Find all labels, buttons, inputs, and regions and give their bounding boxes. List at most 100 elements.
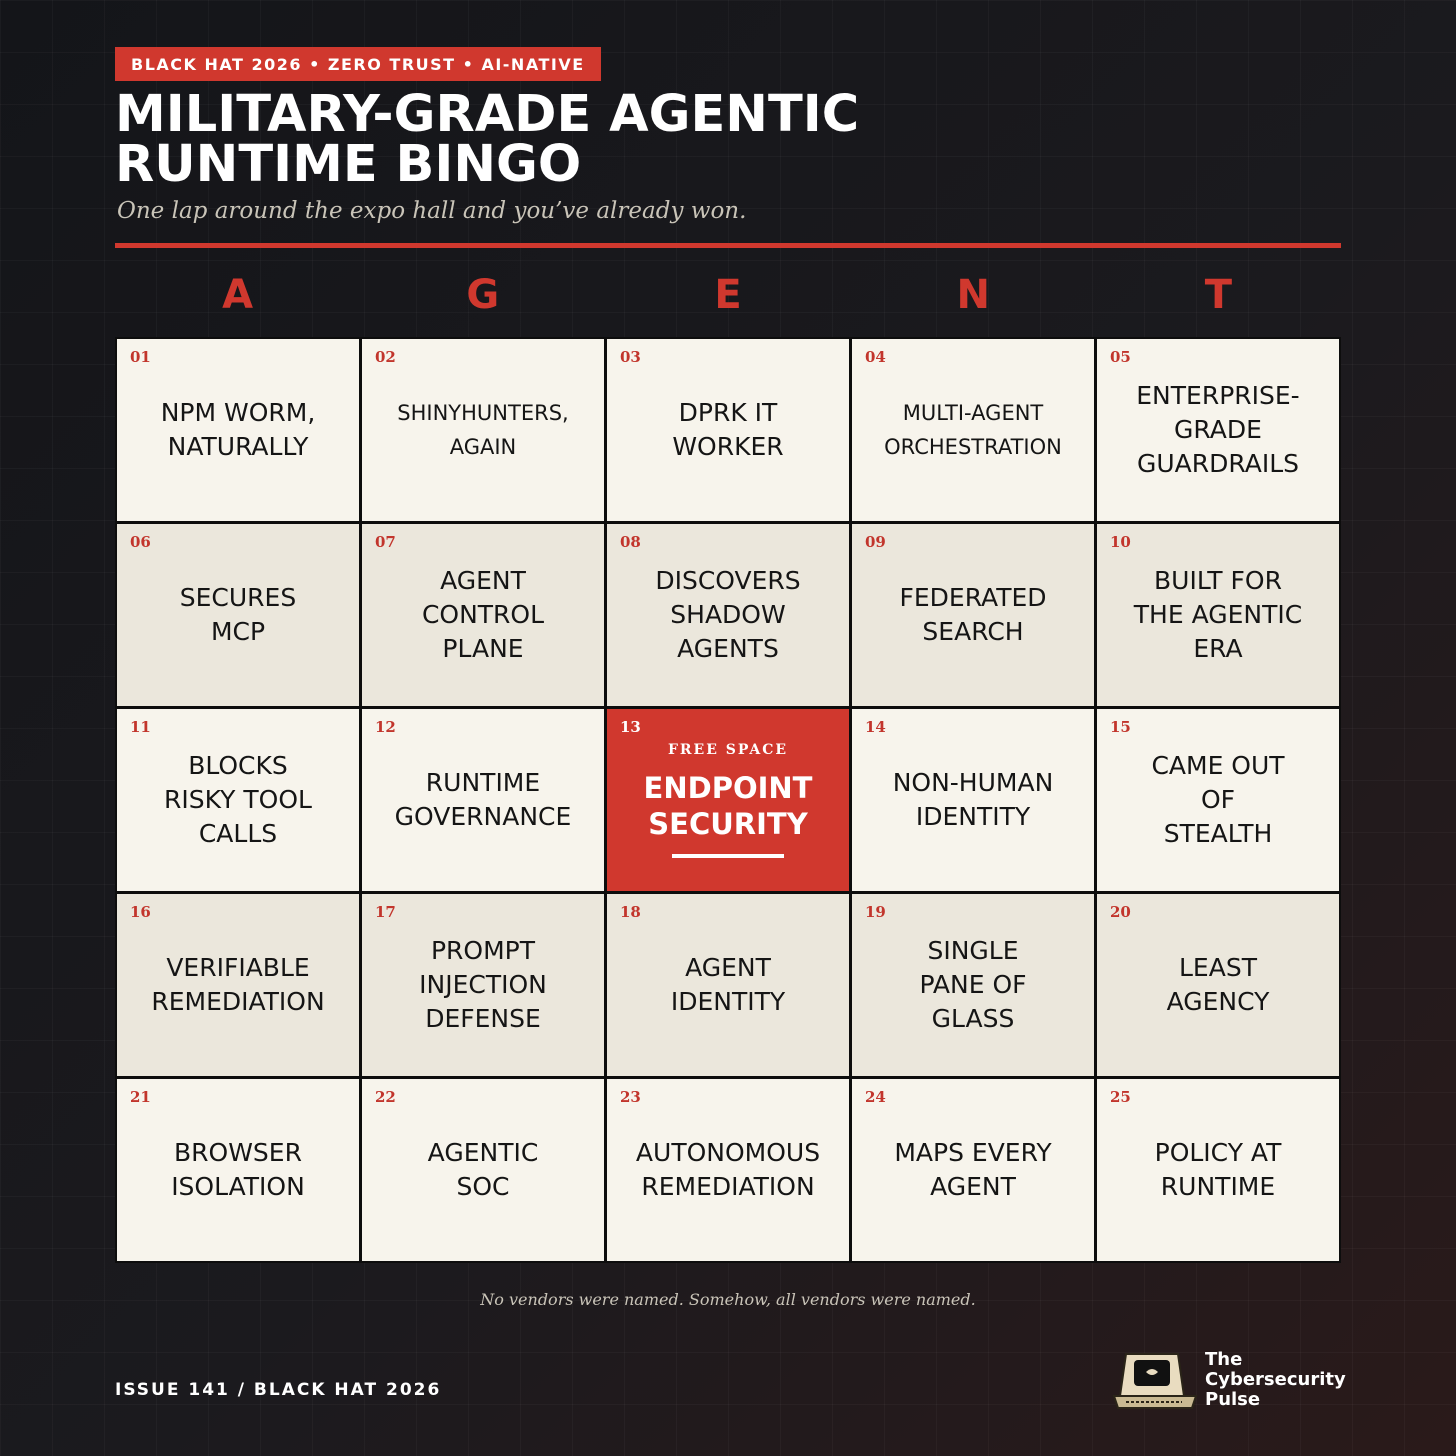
free-space-underline — [672, 854, 784, 858]
text-line: GLASS — [931, 1004, 1015, 1033]
footer-note: No vendors were named. Somehow, all vend… — [480, 1290, 976, 1309]
text-line: BUILT FOR — [1154, 566, 1282, 595]
text-line: MULTI-AGENT — [902, 401, 1044, 425]
bingo-cell: 16 VERIFIABLE REMEDIATION — [117, 894, 359, 1076]
bingo-cell: 19 SINGLE PANE OF GLASS — [852, 894, 1094, 1076]
cell-text: PROMPT INJECTION DEFENSE — [419, 934, 547, 1036]
cell-text: NPM WORM, NATURALLY — [161, 396, 316, 464]
cell-text: AGENT CONTROL PLANE — [422, 564, 544, 666]
free-space-text: ENDPOINT SECURITY — [644, 770, 813, 842]
text-line: INJECTION — [419, 970, 547, 999]
cell-text: BLOCKS RISKY TOOL CALLS — [164, 749, 312, 851]
text-line: REMEDIATION — [151, 987, 325, 1016]
title-line: RUNTIME BINGO — [115, 135, 582, 194]
bingo-cell: 12 RUNTIME GOVERNANCE — [362, 709, 604, 891]
cell-number: 23 — [620, 1088, 641, 1106]
cell-number: 19 — [865, 903, 886, 921]
text-line: DPRK IT — [678, 398, 778, 427]
text-line: RISKY TOOL — [164, 785, 312, 814]
cell-number: 20 — [1110, 903, 1131, 921]
text-line: ORCHESTRATION — [884, 435, 1062, 459]
brand-line: Pulse — [1205, 1389, 1261, 1410]
bingo-cell: 17 PROMPT INJECTION DEFENSE — [362, 894, 604, 1076]
text-line: FEDERATED — [899, 583, 1047, 612]
cell-text: DISCOVERS SHADOW AGENTS — [655, 564, 800, 666]
free-space-label: FREE SPACE — [667, 742, 789, 758]
text-line: PLANE — [442, 634, 524, 663]
text-line: GOVERNANCE — [394, 802, 572, 831]
text-line: AUTONOMOUS — [635, 1138, 821, 1167]
text-line: AGENCY — [1166, 987, 1270, 1016]
bingo-cell: 02 SHINYHUNTERS, AGAIN — [362, 339, 604, 521]
cell-text: AGENT IDENTITY — [671, 951, 785, 1019]
text-line: CALLS — [198, 819, 278, 848]
cell-number: 21 — [130, 1088, 151, 1106]
text-line: AGENT — [440, 566, 526, 595]
cell-text: BROWSER ISOLATION — [171, 1136, 305, 1204]
header-tag: BLACK HAT 2026 • ZERO TRUST • AI-NATIVE — [115, 47, 601, 81]
text-line: NON-HUMAN — [892, 768, 1054, 797]
cell-number: 11 — [130, 718, 151, 736]
text-line: SECURES — [179, 583, 297, 612]
text-line: SEARCH — [922, 617, 1024, 646]
cell-text: SHINYHUNTERS, AGAIN — [397, 396, 568, 464]
cell-text: AGENTIC SOC — [428, 1136, 539, 1204]
bingo-cell: 22 AGENTIC SOC — [362, 1079, 604, 1261]
bingo-cell: 06 SECURES MCP — [117, 524, 359, 706]
text-line: SOC — [456, 1172, 510, 1201]
cell-text: CAME OUT OF STEALTH — [1151, 749, 1284, 851]
bingo-cell: 25 POLICY AT RUNTIME — [1097, 1079, 1339, 1261]
cell-number: 02 — [375, 348, 396, 366]
text-line: SECURITY — [648, 807, 808, 841]
cell-text: MAPS EVERY AGENT — [894, 1136, 1051, 1204]
cell-text: MULTI-AGENT ORCHESTRATION — [884, 396, 1062, 464]
cell-number: 10 — [1110, 533, 1131, 551]
text-line: CONTROL — [421, 600, 545, 629]
text-line: OF — [1200, 785, 1236, 814]
text-line: CAME OUT — [1151, 751, 1285, 780]
cell-number: 06 — [130, 533, 151, 551]
text-line: AGENTS — [677, 634, 779, 663]
title-line: MILITARY-GRADE AGENTIC — [115, 85, 860, 144]
cell-text: ENTERPRISE- GRADE GUARDRAILS — [1136, 379, 1299, 481]
cell-number: 04 — [865, 348, 886, 366]
text-line: MAPS EVERY — [894, 1138, 1052, 1167]
column-letter: T — [1204, 272, 1233, 318]
text-line: AGENT — [685, 953, 771, 982]
free-space-cell: 13 FREE SPACE ENDPOINT SECURITY — [607, 709, 849, 891]
cell-number: 17 — [375, 903, 396, 921]
bingo-cell: 08 DISCOVERS SHADOW AGENTS — [607, 524, 849, 706]
cell-text: VERIFIABLE REMEDIATION — [151, 951, 324, 1019]
brand: The Cybersecurity Pulse — [1205, 1350, 1346, 1410]
text-line: POLICY AT — [1154, 1138, 1282, 1167]
text-line: RUNTIME — [425, 768, 541, 797]
brand-logo — [1112, 1353, 1198, 1409]
text-line: MCP — [210, 617, 266, 646]
text-line: SHADOW — [670, 600, 786, 629]
cell-number: 14 — [865, 718, 886, 736]
text-line: BROWSER — [174, 1138, 302, 1167]
bingo-cell: 10 BUILT FOR THE AGENTIC ERA — [1097, 524, 1339, 706]
cell-number: 18 — [620, 903, 641, 921]
text-line: ENDPOINT — [643, 771, 813, 805]
text-line: VERIFIABLE — [166, 953, 310, 982]
text-line: AGAIN — [449, 435, 517, 459]
text-line: WORKER — [672, 432, 784, 461]
cell-text: BUILT FOR THE AGENTIC ERA — [1134, 564, 1302, 666]
text-line: IDENTITY — [670, 987, 786, 1016]
bingo-cell: 24 MAPS EVERY AGENT — [852, 1079, 1094, 1261]
column-letter: A — [222, 272, 254, 318]
text-line: DISCOVERS — [655, 566, 801, 595]
cell-number: 01 — [130, 348, 151, 366]
cell-text: SECURES MCP — [180, 581, 296, 649]
cell-number: 03 — [620, 348, 641, 366]
text-line: THE AGENTIC — [1133, 600, 1303, 629]
cell-number: 07 — [375, 533, 396, 551]
cell-number: 25 — [1110, 1088, 1131, 1106]
text-line: NPM WORM, — [160, 398, 316, 427]
bingo-grid: 01 NPM WORM, NATURALLY 02 SHINYHUNTERS, AGAIN… — [115, 337, 1341, 1263]
cell-number: 15 — [1110, 718, 1131, 736]
cell-text: LEAST AGENCY — [1167, 951, 1270, 1019]
cell-text: POLICY AT RUNTIME — [1155, 1136, 1282, 1204]
column-letter: E — [714, 272, 742, 318]
